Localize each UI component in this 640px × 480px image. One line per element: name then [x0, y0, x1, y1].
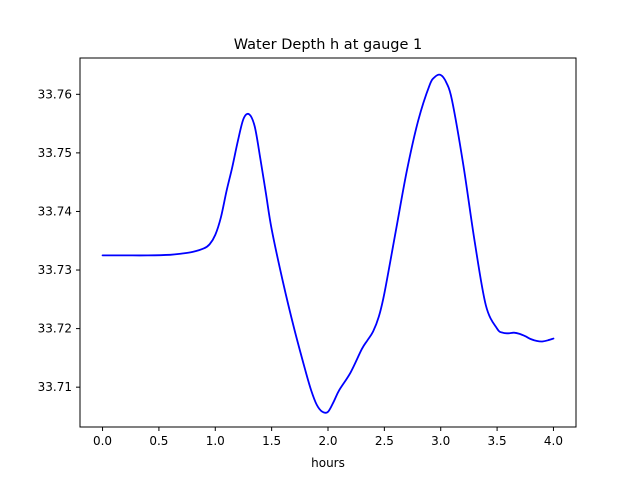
x-tick-label: 0.5 [149, 434, 168, 448]
plot-area [101, 73, 555, 414]
x-axis: 0.0 0.5 1.0 1.5 2.0 2.5 3.0 3.5 4.0 [93, 427, 563, 448]
x-tick-label: 3.0 [431, 434, 450, 448]
x-tick-label: 4.0 [544, 434, 563, 448]
y-tick-label: 33.73 [38, 263, 72, 277]
x-axis-label: hours [311, 456, 345, 470]
x-tick-label: 3.5 [488, 434, 507, 448]
y-tick-label: 33.76 [38, 87, 72, 101]
series-line [101, 73, 555, 414]
x-tick-label: 0.0 [93, 434, 112, 448]
x-tick-label: 2.0 [318, 434, 337, 448]
x-tick-label: 2.5 [375, 434, 394, 448]
x-tick-label: 1.0 [206, 434, 225, 448]
y-tick-label: 33.72 [38, 322, 72, 336]
y-tick-label: 33.71 [38, 380, 72, 394]
y-axis: 33.71 33.72 33.73 33.74 33.75 33.76 [38, 87, 80, 394]
chart-title: Water Depth h at gauge 1 [234, 37, 422, 53]
y-tick-label: 33.74 [38, 204, 72, 218]
y-tick-label: 33.75 [38, 146, 72, 160]
x-tick-label: 1.5 [262, 434, 281, 448]
